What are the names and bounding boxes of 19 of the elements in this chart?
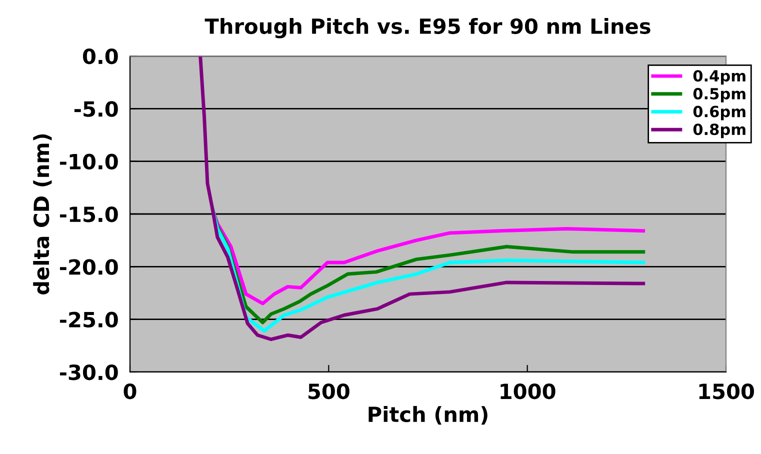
y-axis-title: delta CD (nm)	[33, 134, 52, 294]
line-series	[198, 56, 646, 342]
legend-label: 0.6pm	[693, 106, 746, 120]
legend-label: 0.8pm	[693, 124, 746, 138]
legend-label: 0.4pm	[693, 70, 746, 85]
legend-label: 0.5pm	[693, 88, 746, 102]
y-tick-label: -30.0	[60, 364, 118, 380]
chart-title: Through Pitch vs. E95 for 90 nm Lines	[204, 18, 650, 38]
y-tick-label: -15.0	[60, 206, 118, 222]
y-tick-label: -10.0	[60, 154, 118, 170]
y-tick-label: -5.0	[74, 101, 118, 117]
x-tick-label: 1000	[500, 383, 556, 400]
y-tick-label: 0.0	[82, 48, 118, 64]
x-axis-title: Pitch (nm)	[368, 406, 488, 425]
y-tick-label: -25.0	[60, 312, 118, 328]
x-tick-label: 0	[124, 383, 136, 400]
x-tick-label: 500	[308, 383, 350, 400]
y-tick-label: -20.0	[60, 259, 118, 275]
x-tick-label: 1500	[699, 383, 754, 400]
